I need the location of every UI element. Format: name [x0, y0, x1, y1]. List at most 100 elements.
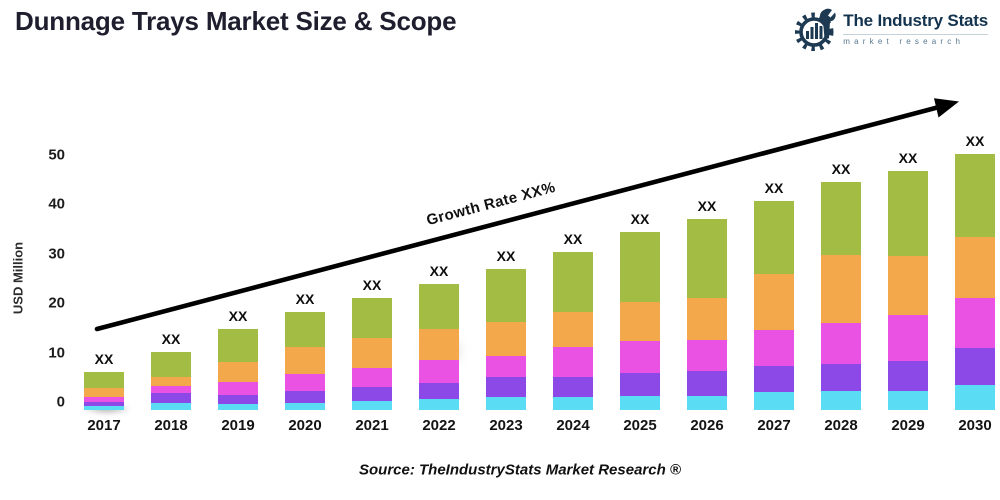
bar-2022-segment-1 — [419, 399, 459, 410]
bar-2026-segment-1 — [687, 396, 727, 410]
bar-2028-segment-3 — [821, 322, 861, 364]
bar-2023-segment-5 — [486, 268, 526, 323]
x-axis-label-2019: 2019 — [221, 417, 255, 434]
bar-2025-segment-2 — [620, 373, 660, 397]
x-axis-label-2024: 2024 — [556, 417, 590, 434]
y-axis-tick-10: 10 — [48, 344, 65, 362]
bar-2019-segment-3 — [218, 382, 258, 396]
bar-2023-segment-3 — [486, 355, 526, 378]
bar-2025-segment-3 — [620, 341, 660, 374]
bar-2021-segment-2 — [352, 387, 392, 402]
bar-2022-segment-5 — [419, 284, 459, 330]
bar-2019-segment-2 — [218, 395, 258, 405]
bar-2025-segment-1 — [620, 396, 660, 410]
x-axis-label-2020: 2020 — [288, 417, 322, 434]
brand-name: The Industry Stats — [843, 11, 988, 31]
bar-value-label-2024: XX — [563, 231, 583, 248]
bar-2025-segment-4 — [620, 302, 660, 342]
x-axis-label-2018: 2018 — [154, 417, 188, 434]
bar-value-label-2030: XX — [965, 132, 985, 149]
bar-value-label-2029: XX — [898, 150, 918, 167]
bar-2022-segment-3 — [419, 359, 459, 384]
bar-2020-segment-3 — [285, 374, 325, 392]
x-axis-label-2021: 2021 — [355, 417, 389, 434]
bar-value-label-2028: XX — [831, 160, 851, 177]
bar-value-label-2025: XX — [630, 211, 650, 228]
bar-2030-segment-2 — [955, 347, 995, 385]
bar-2022-segment-4 — [419, 329, 459, 360]
growth-rate-annotation: Growth Rate XX% — [424, 178, 558, 230]
bar-2020-segment-4 — [285, 347, 325, 375]
bar-2028-segment-2 — [821, 364, 861, 392]
bar-2027-segment-4 — [754, 274, 794, 330]
y-axis-tick-40: 40 — [48, 195, 65, 213]
bar-2021-segment-4 — [352, 338, 392, 369]
bar-2018-segment-4 — [151, 377, 191, 387]
bar-2019-segment-5 — [218, 329, 258, 362]
bar-2018-segment-1 — [151, 403, 191, 410]
bar-2027-segment-1 — [754, 392, 794, 410]
y-axis-tick-20: 20 — [48, 294, 65, 312]
bar-2029-segment-1 — [888, 391, 928, 410]
bar-2017-segment-1 — [84, 406, 124, 410]
x-axis-label-2023: 2023 — [489, 417, 523, 434]
bar-2018-segment-3 — [151, 386, 191, 394]
x-axis-label-2030: 2030 — [958, 417, 992, 434]
bar-2023-segment-2 — [486, 377, 526, 398]
bar-2028-segment-4 — [821, 255, 861, 323]
bar-2026-segment-5 — [687, 218, 727, 298]
bar-2030-segment-5 — [955, 153, 995, 237]
bar-2025-segment-5 — [620, 232, 660, 303]
bar-2020-segment-1 — [285, 403, 325, 410]
x-axis-label-2029: 2029 — [891, 417, 925, 434]
x-axis-label-2025: 2025 — [623, 417, 657, 434]
bar-2026-segment-3 — [687, 339, 727, 371]
y-axis-tick-50: 50 — [48, 146, 65, 164]
x-axis-label-2028: 2028 — [824, 417, 858, 434]
bar-2019-segment-1 — [218, 404, 258, 410]
bar-2030-segment-3 — [955, 297, 995, 348]
bar-2020-segment-5 — [285, 312, 325, 348]
x-axis-label-2022: 2022 — [422, 417, 456, 434]
bar-2017-segment-2 — [84, 402, 124, 407]
bar-2024-segment-5 — [553, 252, 593, 313]
bar-2030-segment-4 — [955, 236, 995, 298]
page-title: Dunnage Trays Market Size & Scope — [15, 6, 457, 36]
source-attribution: Source: TheIndustryStats Market Research… — [359, 461, 681, 479]
y-axis-tick-0: 0 — [56, 393, 65, 411]
bar-2028-segment-1 — [821, 391, 861, 410]
brand-text: The Industry Stats market research — [843, 11, 988, 46]
bar-2017-segment-3 — [84, 397, 124, 403]
x-axis-label-2017: 2017 — [87, 417, 121, 434]
bar-2019-segment-4 — [218, 361, 258, 383]
bar-2030-segment-1 — [955, 384, 995, 410]
bar-2017-segment-4 — [84, 388, 124, 398]
bar-2029-segment-4 — [888, 256, 928, 316]
bar-value-label-2017: XX — [94, 351, 114, 368]
bar-2017-segment-5 — [84, 372, 124, 389]
bar-value-label-2018: XX — [161, 331, 181, 348]
bar-2018-segment-2 — [151, 393, 191, 404]
y-axis-tick-30: 30 — [48, 245, 65, 263]
bar-2021-segment-5 — [352, 298, 392, 339]
bar-2026-segment-4 — [687, 297, 727, 340]
bar-2024-segment-4 — [553, 312, 593, 348]
bar-2023-segment-4 — [486, 322, 526, 356]
bar-2029-segment-3 — [888, 315, 928, 362]
bar-2024-segment-3 — [553, 347, 593, 378]
brand-tagline: market research — [843, 33, 988, 46]
bar-value-label-2020: XX — [295, 291, 315, 308]
bar-2027-segment-2 — [754, 365, 794, 393]
bar-value-label-2021: XX — [362, 277, 382, 294]
bar-2028-segment-5 — [821, 181, 861, 256]
bar-2029-segment-2 — [888, 361, 928, 392]
x-axis-label-2026: 2026 — [690, 417, 724, 434]
bar-2022-segment-2 — [419, 383, 459, 400]
bar-2027-segment-5 — [754, 201, 794, 274]
brand-logo: The Industry Stats market research — [795, 7, 988, 51]
bar-2020-segment-2 — [285, 391, 325, 404]
bar-value-label-2026: XX — [697, 197, 717, 214]
bar-2023-segment-1 — [486, 397, 526, 410]
